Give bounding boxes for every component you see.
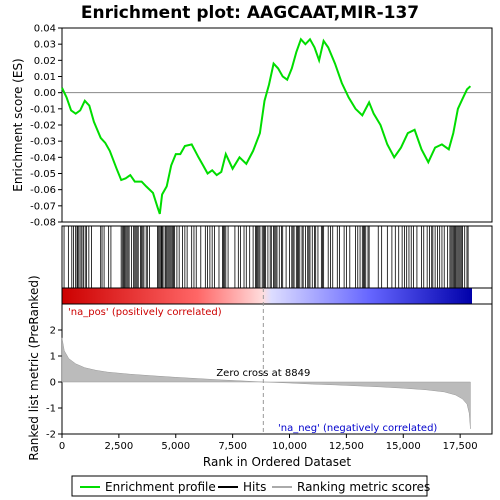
x-tick-label: 5,000: [161, 441, 190, 452]
x-tick-label: 0: [59, 441, 65, 452]
es-y-tick-label: -0.05: [30, 169, 56, 180]
es-y-tick-label: 0.02: [34, 56, 56, 67]
metric-panel-frame: [61, 303, 493, 435]
es-y-tick-label: -0.08: [30, 218, 56, 229]
metric-y-ticks: 2 1 0 -1 -2: [46, 326, 62, 441]
metric-y-axis-label: Ranked list metric (PreRanked): [27, 275, 41, 460]
es-y-tick-label: 0.03: [34, 40, 56, 51]
legend: Enrichment profile Hits Ranking metric s…: [71, 475, 430, 497]
es-y-ticks: 0.04 0.03 0.02 0.01 0.00 -0.01 -0.02 -0.03 -0.04…: [30, 24, 62, 229]
neg-correlated-label: 'na_neg' (negatively correlated): [278, 423, 437, 434]
metric-y-tick-label: 0: [50, 378, 56, 389]
es-y-tick-label: 0.01: [34, 72, 56, 83]
legend-label-hits: Hits: [243, 480, 266, 494]
ranking-metric-area: [61, 337, 471, 429]
es-y-tick-label: -0.06: [30, 185, 56, 196]
metric-y-tick-label: 1: [50, 352, 56, 363]
rank-color-bar: [62, 288, 472, 304]
legend-label-metric: Ranking metric scores: [297, 480, 430, 494]
x-axis-label: Rank in Ordered Dataset: [203, 455, 351, 469]
metric-y-tick-label: -2: [46, 430, 56, 441]
legend-label-enrichment: Enrichment profile: [105, 480, 216, 494]
legend-frame: [71, 475, 428, 497]
x-tick-label: 10,000: [272, 441, 307, 452]
x-tick-label: 7,500: [218, 441, 247, 452]
es-y-axis-label: Enrichment score (ES): [11, 58, 25, 191]
hits-marks: [63, 226, 469, 288]
es-y-tick-label: 0.04: [34, 24, 56, 35]
pos-correlated-label: 'na_pos' (positively correlated): [68, 307, 222, 318]
es-panel-frame: [61, 27, 493, 223]
enrichment-profile-line: [61, 37, 472, 215]
metric-y-tick-label: 2: [50, 326, 56, 337]
es-y-tick-label: -0.07: [30, 201, 56, 212]
x-tick-label: 15,000: [386, 441, 421, 452]
es-y-tick-label: -0.04: [30, 153, 56, 164]
x-tick-label: 17,500: [443, 441, 478, 452]
chart-title: Enrichment plot: AAGCAAT,MIR-137: [81, 3, 419, 23]
x-tick-label: 2,500: [105, 441, 134, 452]
x-axis-ticks: 0 2,500 5,000 7,500 10,000 12,500 15,000 17,500: [59, 434, 478, 452]
metric-y-tick-label: -1: [46, 404, 56, 415]
zero-cross-label: Zero cross at 8849: [216, 368, 310, 379]
es-y-tick-label: 0.00: [34, 88, 56, 99]
es-y-tick-label: -0.02: [30, 121, 56, 132]
es-y-tick-label: -0.01: [30, 104, 56, 115]
es-y-tick-label: -0.03: [30, 137, 56, 148]
x-tick-label: 12,500: [329, 441, 364, 452]
